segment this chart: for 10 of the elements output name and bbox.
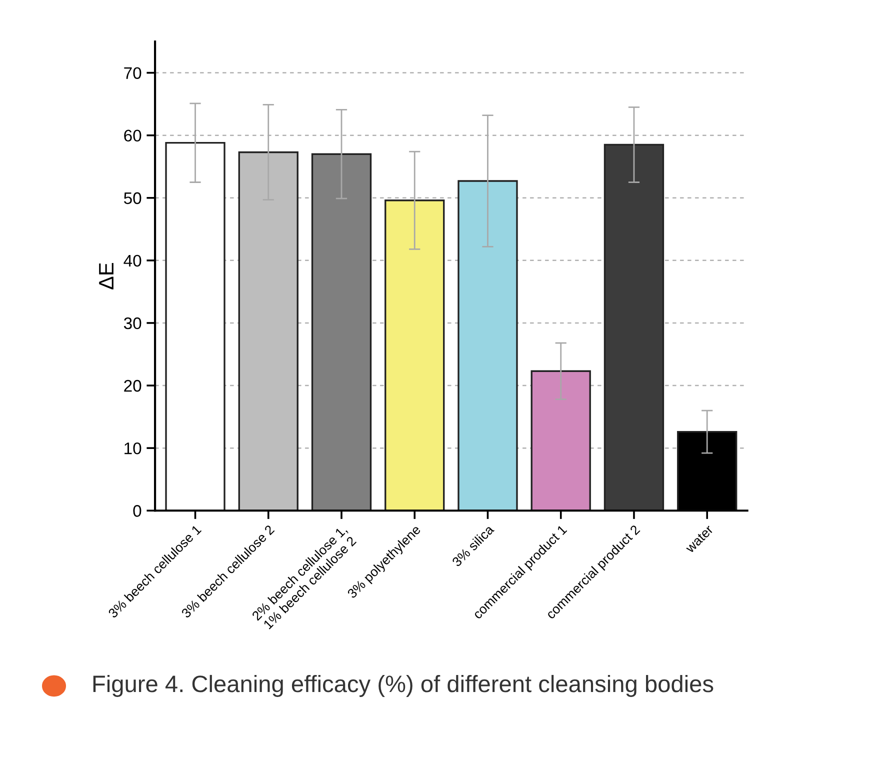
y-tick-label: 70 xyxy=(124,67,142,79)
y-tick-label: 0 xyxy=(133,505,142,517)
caption: Figure 4. Cleaning efficacy (%) of different cleansing bodies xyxy=(93,674,714,697)
y-tick-label: 50 xyxy=(124,192,142,204)
y-tick-label: 10 xyxy=(124,442,142,454)
y-axis-title: ΔE xyxy=(99,263,114,290)
y-tick-label: 30 xyxy=(124,317,142,330)
y-tick-label: 20 xyxy=(124,380,142,392)
y-tick-label: 40 xyxy=(124,254,142,267)
y-tick-label: 60 xyxy=(124,130,142,142)
